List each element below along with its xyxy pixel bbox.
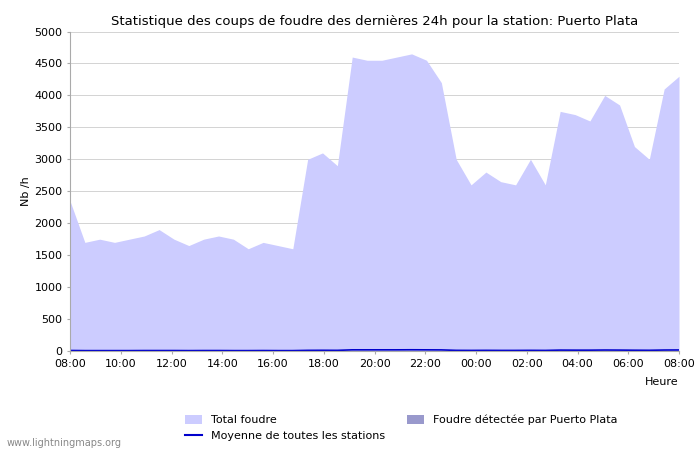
Text: Heure: Heure [645, 377, 679, 387]
Legend: Total foudre, Moyenne de toutes les stations, Foudre détectée par Puerto Plata: Total foudre, Moyenne de toutes les stat… [186, 415, 617, 441]
Text: www.lightningmaps.org: www.lightningmaps.org [7, 438, 122, 448]
Title: Statistique des coups de foudre des dernières 24h pour la station: Puerto Plata: Statistique des coups de foudre des dern… [111, 14, 638, 27]
Y-axis label: Nb /h: Nb /h [22, 176, 32, 206]
